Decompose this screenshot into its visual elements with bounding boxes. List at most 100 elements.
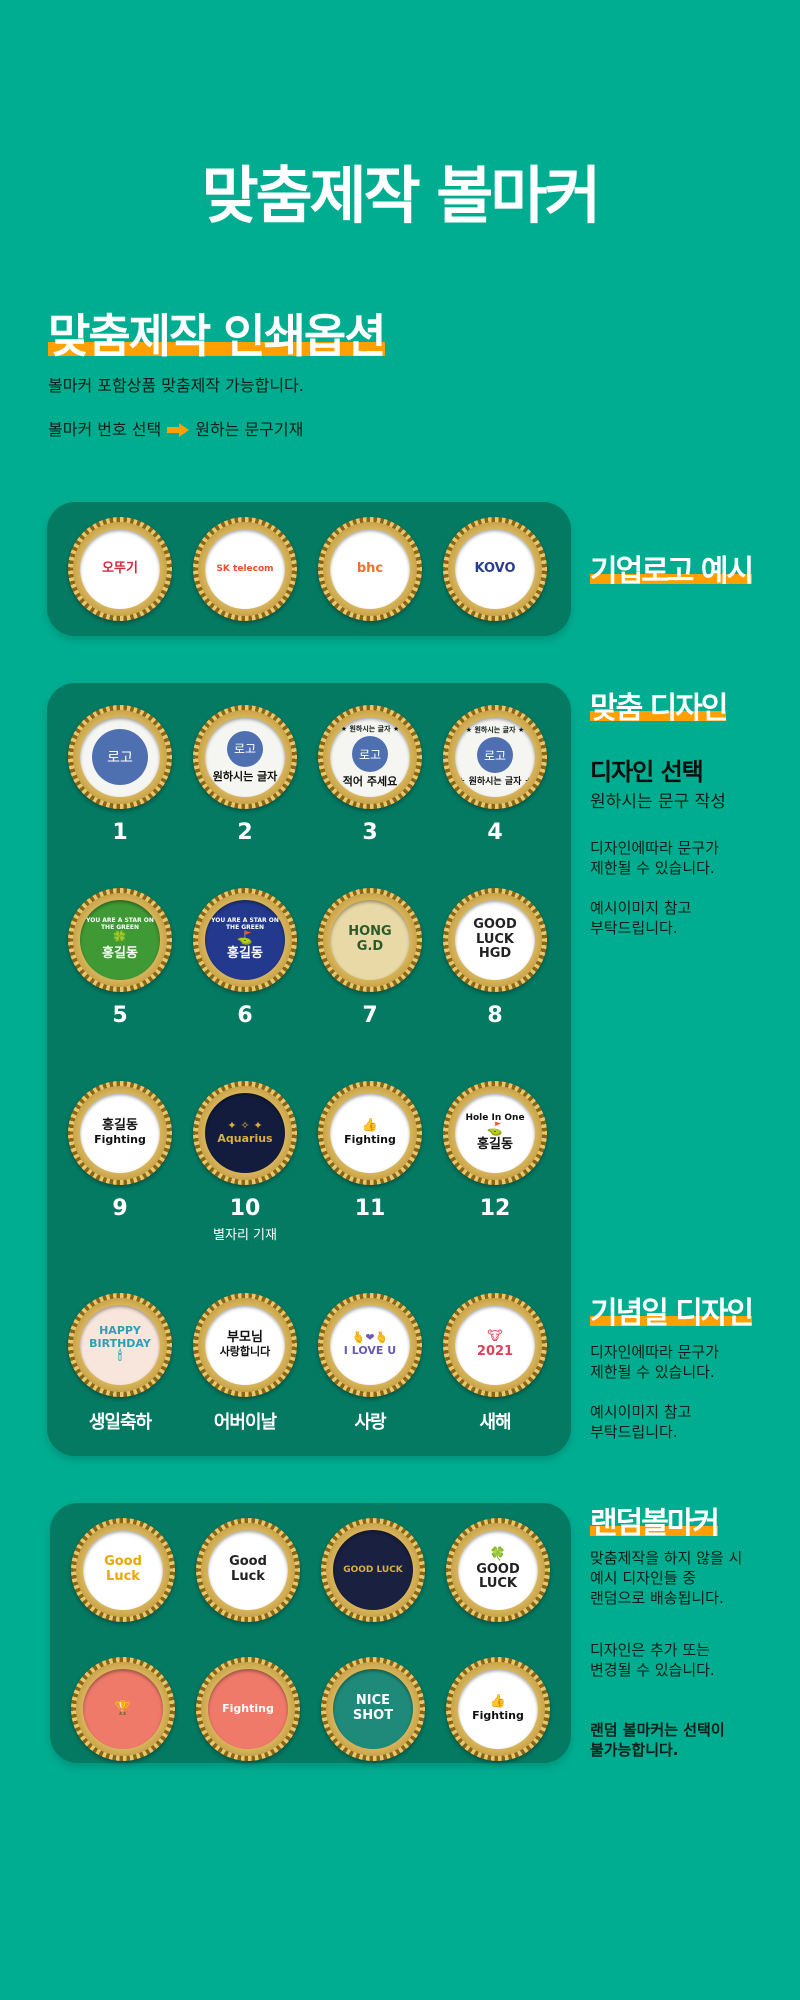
- logo-example-marker[interactable]: 오뚜기: [68, 517, 172, 621]
- anniversary-label: 사랑: [354, 1412, 386, 1433]
- design-number: 10: [229, 1196, 261, 1221]
- marker-face: ✦ ✧ ✦ Aquarius: [205, 1093, 285, 1173]
- logo-example-marker[interactable]: SK telecom: [193, 517, 297, 621]
- print-option-line2: 볼마커 번호 선택 원하는 문구기재: [48, 420, 303, 440]
- design-marker-5[interactable]: YOU ARE A STAR ON THE GREEN 🍀 홍길동: [68, 888, 172, 992]
- random-marker[interactable]: GOOD LUCK: [321, 1518, 425, 1622]
- anniversary-heading: 기념일 디자인: [590, 1296, 754, 1331]
- design-number: 12: [479, 1196, 511, 1221]
- design-marker-10[interactable]: ✦ ✧ ✦ Aquarius: [193, 1081, 297, 1185]
- marker-text: YOU ARE A STAR ON THE GREEN: [86, 917, 154, 932]
- marker-text: 부모님: [227, 1330, 263, 1346]
- design-marker-12[interactable]: Hole In One ⛳ 홍길동: [443, 1081, 547, 1185]
- page-title: 맞춤제작 볼마커: [201, 159, 602, 232]
- design-marker-4[interactable]: ★ 원하시는 글자 ★ 로고 ★ 원하시는 글자 ★: [443, 705, 547, 809]
- marker-text: Good: [104, 1554, 142, 1570]
- marker-top-text: ★ 원하시는 글자 ★: [340, 725, 400, 734]
- arrow-right-icon: [167, 423, 190, 437]
- marker-text: HAPPY: [99, 1323, 141, 1337]
- anniversary-marker[interactable]: HAPPY BIRTHDAY 🕯: [68, 1293, 172, 1397]
- marker-face: 🏆: [83, 1669, 163, 1749]
- marker-face: GOOD LUCK HGD: [455, 900, 535, 980]
- design-select-subheading: 디자인 선택: [590, 758, 704, 786]
- random-marker[interactable]: NICE SHOT: [321, 1657, 425, 1761]
- marker-text: LUCK: [476, 931, 514, 947]
- design-marker-1[interactable]: 로고: [68, 705, 172, 809]
- marker-text: YOU ARE A STAR ON THE GREEN: [211, 917, 279, 932]
- anniversary-label: 새해: [479, 1412, 511, 1433]
- marker-text: Luck: [231, 1569, 265, 1584]
- design-marker-9[interactable]: 홍길동 Fighting: [68, 1081, 172, 1185]
- marker-text: GOOD LUCK: [343, 1564, 403, 1575]
- line2-part-a: 볼마커 번호 선택: [48, 420, 162, 439]
- design-marker-8[interactable]: GOOD LUCK HGD: [443, 888, 547, 992]
- marker-text: ✦ ✧ ✦: [227, 1119, 263, 1133]
- marker-text: 홍길동: [102, 945, 138, 961]
- marker-face: Hole In One ⛳ 홍길동: [455, 1093, 535, 1173]
- random-marker[interactable]: Good Luck: [71, 1518, 175, 1622]
- random-marker[interactable]: 🏆: [71, 1657, 175, 1761]
- marker-face: Fighting: [208, 1669, 288, 1749]
- marker-face: 부모님 사랑합니다: [205, 1305, 285, 1385]
- marker-face: 👍 Fighting: [330, 1093, 410, 1173]
- marker-face: GOOD LUCK: [333, 1530, 413, 1610]
- line2-part-b: 원하는 문구기재: [195, 420, 304, 439]
- custom-design-line: 원하시는 문구 작성: [590, 792, 726, 812]
- marker-face: NICE SHOT: [333, 1669, 413, 1749]
- random-marker[interactable]: Good Luck: [196, 1518, 300, 1622]
- design-number: 6: [237, 1003, 253, 1028]
- anniversary-label: 생일축하: [88, 1412, 152, 1433]
- marker-text: I LOVE U: [343, 1344, 397, 1357]
- marker-text: Aquarius: [217, 1132, 273, 1145]
- marker-face: 👍 Fighting: [458, 1669, 538, 1749]
- marker-text: HGD: [478, 946, 512, 962]
- marker-face: 🍀 GOOD LUCK: [458, 1530, 538, 1610]
- anniversary-marker[interactable]: 🫰❤🫰 I LOVE U: [318, 1293, 422, 1397]
- anniversary-marker[interactable]: 부모님 사랑합니다: [193, 1293, 297, 1397]
- marker-text: Hole In One: [465, 1112, 525, 1123]
- logo-example-heading: 기업로고 예시: [590, 554, 754, 589]
- design-marker-2[interactable]: 로고 원하시는 글자: [193, 705, 297, 809]
- design-marker-6[interactable]: YOU ARE A STAR ON THE GREEN ⛳ 홍길동: [193, 888, 297, 992]
- logo-example-marker[interactable]: bhc: [318, 517, 422, 621]
- design-number: 9: [112, 1196, 128, 1221]
- marker-text: 사랑합니다: [219, 1345, 271, 1359]
- random-marker[interactable]: 🍀 GOOD LUCK: [446, 1518, 550, 1622]
- logo-placeholder: 로고: [352, 736, 388, 773]
- design-marker-3[interactable]: ★ 원하시는 글자 ★ 로고 적어 주세요: [318, 705, 422, 809]
- marker-face: SK telecom: [205, 529, 285, 609]
- anniversary-note1: 디자인에따라 문구가 제한될 수 있습니다.: [590, 1343, 719, 1381]
- marker-face: 로고 원하시는 글자: [205, 717, 285, 797]
- marker-text: NICE: [355, 1693, 391, 1709]
- marker-text: Fighting: [222, 1701, 274, 1715]
- design-number: 5: [112, 1003, 128, 1028]
- design-number: 4: [487, 820, 503, 845]
- random-marker[interactable]: 👍 Fighting: [446, 1657, 550, 1761]
- marker-face: 오뚜기: [80, 529, 160, 609]
- marker-text: 홍길동: [102, 1118, 138, 1134]
- anniversary-marker[interactable]: 🐮 2021: [443, 1293, 547, 1397]
- marker-text: ⛳: [236, 930, 254, 946]
- marker-text: 🏆: [114, 1700, 132, 1716]
- marker-face: 🫰❤🫰 I LOVE U: [330, 1305, 410, 1385]
- random-note3: 랜덤 볼마커는 선택이 불가능합니다.: [590, 1721, 725, 1759]
- marker-text: 👍: [489, 1694, 507, 1710]
- random-note1: 맞춤제작을 하지 않을 시 예시 디자인들 중 랜덤으로 배송됩니다.: [590, 1549, 743, 1607]
- random-note2: 디자인은 추가 또는 변경될 수 있습니다.: [590, 1641, 715, 1679]
- marker-face: 홍길동 Fighting: [80, 1093, 160, 1173]
- marker-text: 🐮: [487, 1329, 503, 1345]
- marker-face: 로고: [80, 717, 160, 797]
- design-number: 2: [237, 820, 253, 845]
- random-marker[interactable]: Fighting: [196, 1657, 300, 1761]
- design-marker-7[interactable]: HONG G.D: [318, 888, 422, 992]
- design-marker-11[interactable]: 👍 Fighting: [318, 1081, 422, 1185]
- marker-text: 🕯: [118, 1349, 122, 1365]
- marker-text: 홍길동: [227, 945, 263, 961]
- marker-text: Luck: [106, 1569, 140, 1584]
- marker-text: Fighting: [344, 1133, 396, 1147]
- marker-text: 원하시는 글자: [212, 769, 278, 783]
- marker-face: HAPPY BIRTHDAY 🕯: [80, 1305, 160, 1385]
- marker-text: LUCK: [479, 1576, 517, 1592]
- logo-example-marker[interactable]: KOVO: [443, 517, 547, 621]
- marker-face: ★ 원하시는 글자 ★ 로고 ★ 원하시는 글자 ★: [455, 717, 535, 797]
